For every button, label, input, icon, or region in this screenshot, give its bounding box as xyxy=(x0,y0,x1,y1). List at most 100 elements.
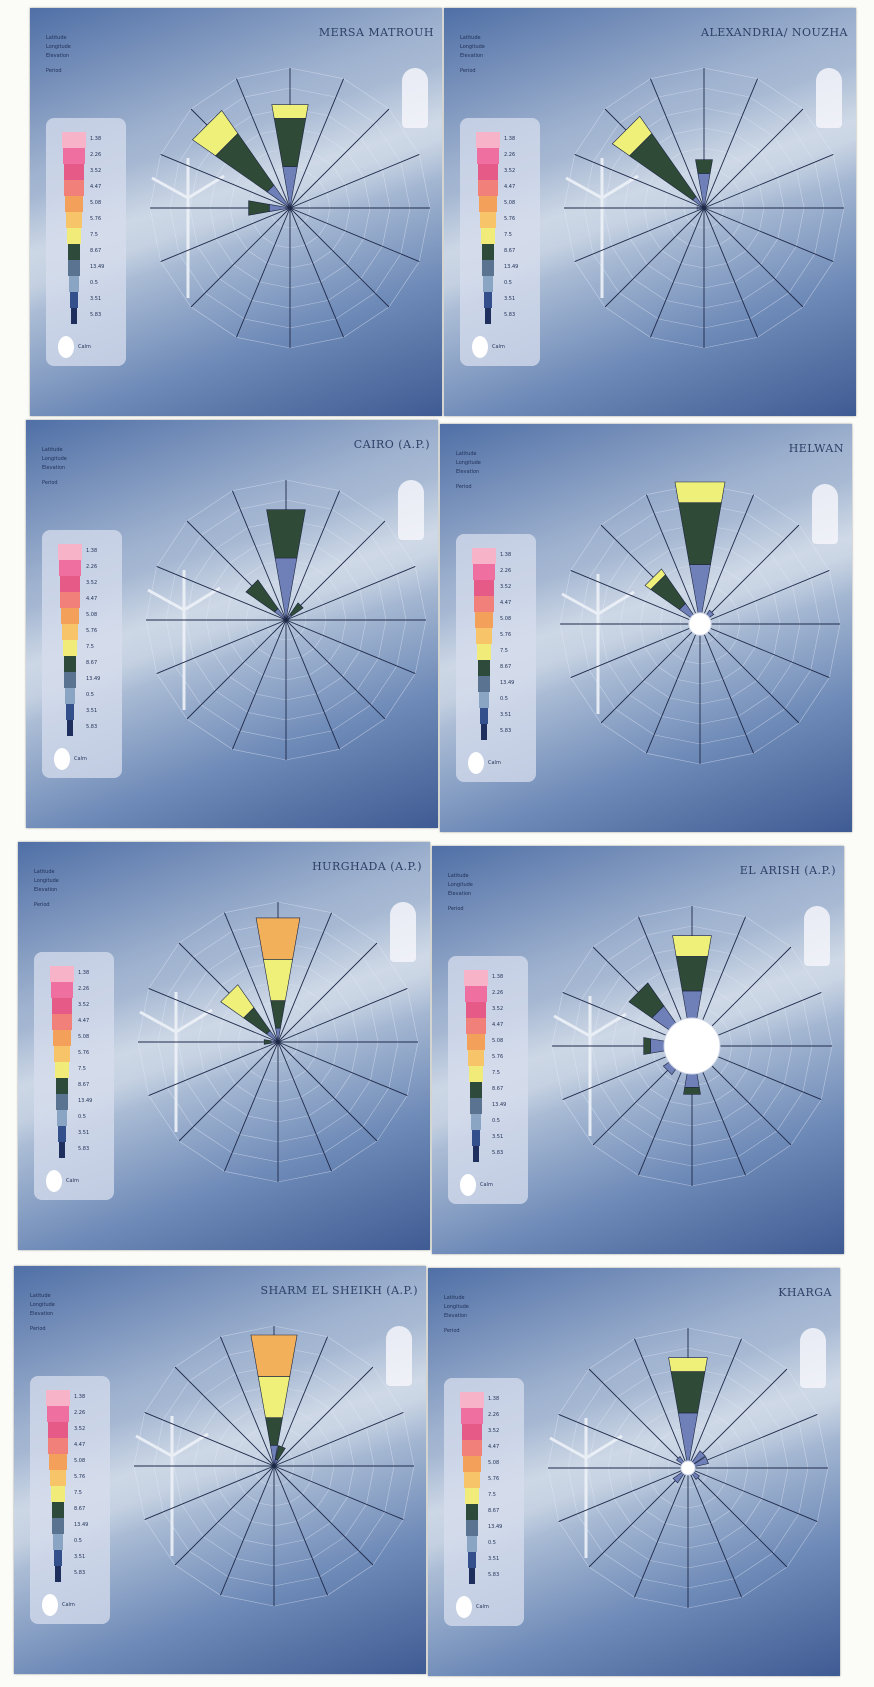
legend-label: 3.51 xyxy=(488,1556,500,1562)
info-row: Elevation xyxy=(46,52,70,61)
info-row: Longitude xyxy=(34,877,59,886)
info-key: Longitude xyxy=(448,882,473,888)
info-row: Latitude xyxy=(34,868,56,877)
direction-spoke xyxy=(273,1412,404,1467)
legend-swatch xyxy=(63,656,77,672)
info-key: Latitude xyxy=(456,451,477,457)
legend-swatch xyxy=(53,1534,63,1550)
info-row: Elevation xyxy=(30,1310,53,1319)
direction-spoke xyxy=(224,1041,279,1172)
direction-spoke xyxy=(699,623,754,754)
legend-label: 3.52 xyxy=(504,168,516,174)
legend-label: 4.47 xyxy=(492,1022,504,1028)
info-key: Elevation xyxy=(34,887,58,893)
direction-spoke xyxy=(277,1041,378,1142)
wind-turbine-graphic xyxy=(565,158,639,298)
speed-legend: 1.38 2.26 3.52 4.47 5.08 5.76 7.5 8.67 13.49 0.5 3… xyxy=(460,118,540,366)
direction-spoke xyxy=(156,619,287,674)
legend-swatch xyxy=(50,982,74,998)
direction-spoke xyxy=(232,619,287,750)
legend-label: 5.83 xyxy=(500,728,512,734)
sector-bar xyxy=(266,509,306,559)
legend-label: 3.51 xyxy=(86,708,98,714)
legend-label: 0.5 xyxy=(488,1540,496,1546)
info-row: Longitude xyxy=(456,459,481,468)
sector-bar xyxy=(275,1445,286,1461)
direction-spoke xyxy=(289,154,420,209)
legend-swatch xyxy=(56,1094,68,1110)
info-row: Latitude xyxy=(444,1294,466,1303)
legend-swatch xyxy=(480,212,496,228)
calm-circle xyxy=(54,748,70,770)
direction-spoke xyxy=(285,520,386,621)
direction-spoke xyxy=(634,1467,689,1598)
legend-swatch xyxy=(58,1126,66,1142)
calm-label: Calm xyxy=(66,1178,79,1184)
legend-label: 4.47 xyxy=(500,600,512,606)
direction-spoke xyxy=(144,1465,275,1520)
legend-swatch xyxy=(68,260,80,276)
calm-label: Calm xyxy=(480,1182,493,1188)
legend-label: 8.67 xyxy=(78,1082,90,1088)
legend-label: 5.76 xyxy=(78,1050,90,1056)
direction-spoke xyxy=(650,78,705,209)
station-info: Latitude Longitude Elevation Period xyxy=(46,34,71,76)
direction-spoke xyxy=(634,1338,689,1469)
sector-bar xyxy=(273,118,307,167)
legend-swatch xyxy=(461,1424,483,1440)
sector-bar xyxy=(670,1371,706,1414)
sector-bar xyxy=(265,1417,283,1446)
direction-spoke xyxy=(687,1414,818,1469)
legend-swatch xyxy=(478,676,490,692)
legend-label: 3.51 xyxy=(500,712,512,718)
direction-spoke xyxy=(289,207,420,262)
legend-label: 7.5 xyxy=(78,1066,86,1072)
legend-label: 2.26 xyxy=(488,1412,500,1418)
legend-label: 3.51 xyxy=(492,1134,504,1140)
legend-label: 3.51 xyxy=(74,1554,86,1560)
wind-rose-panel: HELWAN Latitude Longitude Elevation Period 1.… xyxy=(440,424,852,832)
info-key: Longitude xyxy=(30,1302,55,1308)
legend-swatch xyxy=(468,1552,476,1568)
sector-bar xyxy=(248,200,270,216)
speed-legend: 1.38 2.26 3.52 4.47 5.08 5.76 7.5 8.67 13.49 0.5 3… xyxy=(34,952,114,1200)
legend-label: 4.47 xyxy=(78,1018,90,1024)
sector-bar xyxy=(192,110,239,157)
calm-circle xyxy=(460,1174,476,1196)
direction-spoke xyxy=(699,623,800,724)
lamp-graphic xyxy=(386,1326,412,1386)
legend-swatch xyxy=(467,1536,477,1552)
legend-swatch xyxy=(466,1520,478,1536)
legend-swatch xyxy=(482,260,494,276)
calm-circle xyxy=(472,336,488,358)
direction-spoke xyxy=(186,619,287,720)
wind-rose-chart xyxy=(551,905,833,1187)
direction-spoke xyxy=(289,108,390,209)
legend-swatch xyxy=(478,180,498,196)
period-key: Period xyxy=(444,1328,460,1334)
direction-spoke xyxy=(178,1041,279,1142)
sector-bar xyxy=(695,159,713,174)
legend-label: 3.52 xyxy=(500,584,512,590)
legend-swatch xyxy=(50,1470,66,1486)
legend-label: 13.49 xyxy=(488,1524,503,1530)
legend-swatch xyxy=(472,1146,480,1162)
period-key: Period xyxy=(460,68,476,74)
legend-label: 5.08 xyxy=(500,616,512,622)
legend-label: 1.38 xyxy=(492,974,504,980)
info-key: Elevation xyxy=(46,53,70,59)
period-row: Period xyxy=(30,1325,52,1334)
sector-bar xyxy=(255,917,301,960)
legend-swatch xyxy=(480,708,488,724)
direction-spoke xyxy=(699,494,754,625)
wind-rose-chart xyxy=(547,1327,829,1609)
legend-swatch xyxy=(479,692,489,708)
legend-swatch xyxy=(484,308,492,324)
legend-label: 1.38 xyxy=(500,552,512,558)
sector-bar xyxy=(270,1000,286,1029)
wind-turbine-graphic xyxy=(151,158,225,298)
legend-label: 0.5 xyxy=(504,280,512,286)
direction-spoke xyxy=(646,494,701,625)
period-key: Period xyxy=(456,484,472,490)
legend-swatch xyxy=(466,1018,486,1034)
